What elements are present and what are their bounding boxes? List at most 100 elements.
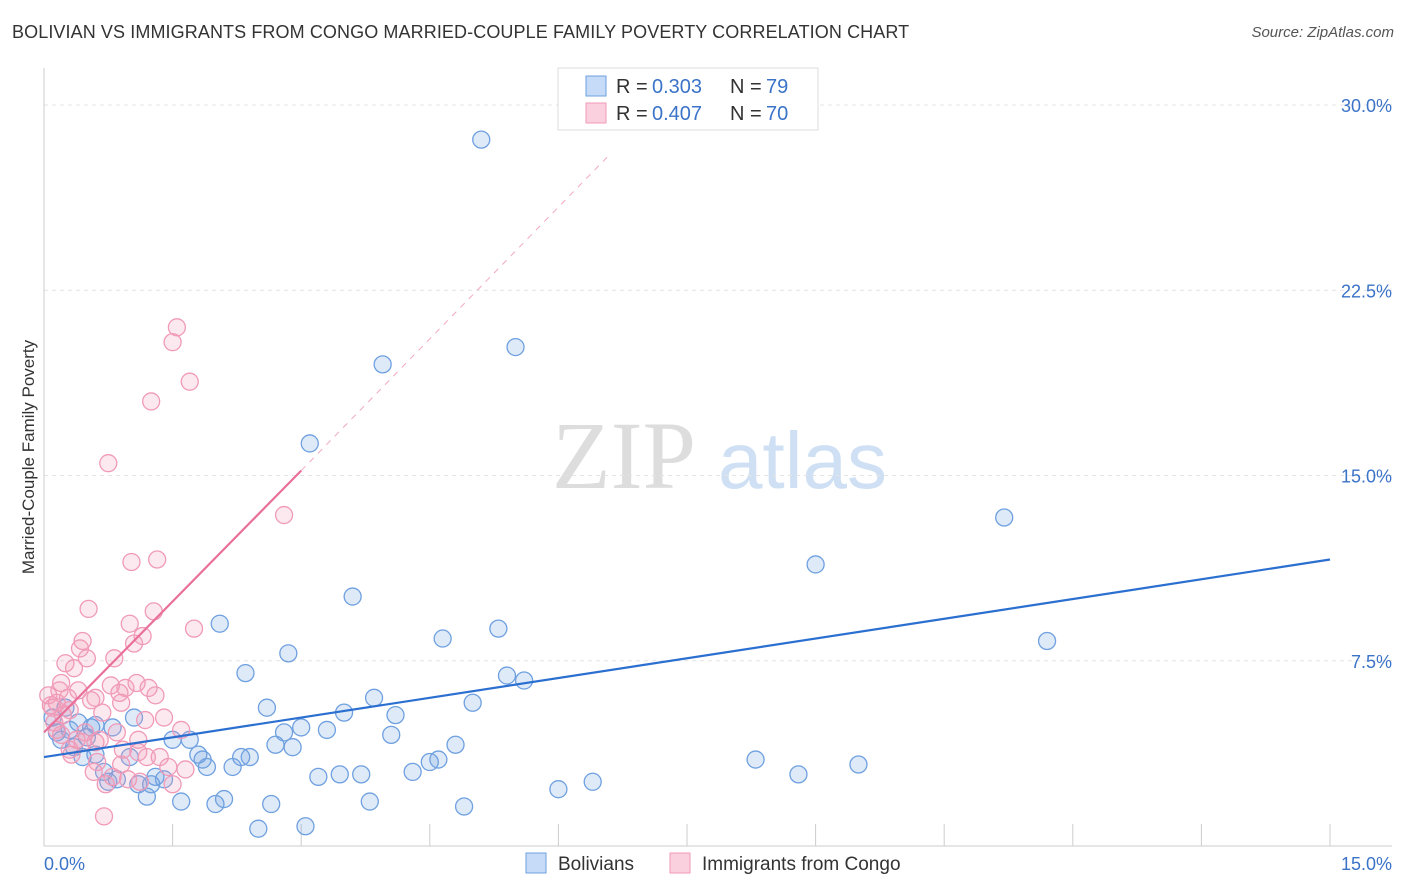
point-bolivians: [343, 587, 362, 606]
point-congo: [79, 599, 98, 619]
point-bolivians: [382, 725, 401, 745]
trend-lines: [43, 154, 1331, 759]
y-tick-label: 30.0%: [1341, 96, 1392, 116]
point-congo: [64, 659, 84, 678]
bottom-legend-swatch-bolivians: [525, 852, 547, 874]
point-bolivians: [309, 767, 328, 786]
point-bolivians: [197, 757, 217, 777]
point-bolivians: [849, 755, 868, 774]
point-bolivians: [806, 555, 825, 574]
point-bolivians: [206, 794, 225, 814]
point-congo: [73, 631, 92, 651]
chart-title: BOLIVIAN VS IMMIGRANTS FROM CONGO MARRIE…: [12, 22, 910, 42]
point-congo: [154, 708, 174, 727]
point-congo: [142, 392, 161, 411]
point-bolivians: [317, 720, 337, 740]
point-bolivians: [249, 819, 268, 838]
point-congo: [105, 649, 124, 668]
point-congo: [129, 742, 148, 762]
point-congo: [84, 762, 103, 782]
legend-n-label-2: N =: [730, 103, 767, 125]
point-bolivians: [240, 747, 259, 767]
point-congo: [120, 614, 139, 633]
y-tick-labels: 7.5% 15.0% 22.5% 30.0%: [1341, 96, 1392, 672]
point-congo: [107, 723, 127, 742]
point-congo: [56, 654, 75, 673]
point-bolivians: [292, 718, 311, 737]
bottom-legend-label-bolivians: Bolivians: [558, 854, 634, 875]
point-bolivians: [210, 614, 229, 633]
point-bolivians: [283, 738, 302, 757]
y-tick-label: 7.5%: [1351, 652, 1392, 672]
legend-r-value-1: 0.303: [652, 76, 702, 98]
legend-swatch-congo: [585, 102, 607, 124]
point-congo: [122, 552, 141, 572]
point-congo: [144, 602, 163, 621]
point-congo: [86, 688, 105, 707]
x-tick-label-min: 0.0%: [44, 854, 85, 874]
trendline-congo: [43, 469, 302, 734]
point-bolivians: [360, 792, 379, 811]
point-bolivians: [214, 789, 234, 809]
legend: R = 0.303 N = 79 R = 0.407 N = 70: [557, 67, 819, 131]
point-congo: [139, 678, 158, 698]
point-congo: [176, 760, 195, 779]
point-congo: [41, 696, 61, 715]
point-bolivians: [454, 797, 474, 816]
point-bolivians: [995, 508, 1014, 527]
point-congo: [133, 626, 152, 646]
point-congo: [159, 757, 178, 777]
trendline-bolivians: [43, 558, 1331, 759]
trendline-congo-extension: [300, 154, 611, 471]
point-congo: [112, 755, 131, 774]
point-bolivians: [373, 355, 392, 374]
point-bolivians: [364, 688, 384, 707]
point-congo: [112, 693, 131, 712]
bottom-legend-label-congo: Immigrants from Congo: [702, 854, 901, 875]
source-label: Source: ZipAtlas.com: [1251, 24, 1394, 41]
point-bolivians: [583, 772, 602, 791]
point-congo: [70, 639, 90, 658]
x-ticks: [172, 824, 1331, 846]
bottom-legend-swatch-congo: [669, 852, 691, 874]
point-congo: [94, 807, 114, 826]
legend-r-value-2: 0.407: [652, 103, 702, 125]
point-bolivians: [262, 794, 281, 814]
point-bolivians: [463, 693, 482, 712]
legend-swatch-bolivians: [585, 75, 607, 97]
gridlines: [44, 104, 1392, 662]
point-bolivians: [472, 130, 491, 149]
point-bolivians: [497, 666, 517, 685]
point-bolivians: [274, 723, 294, 742]
point-bolivians: [514, 671, 534, 690]
point-congo: [90, 730, 109, 749]
point-congo: [184, 619, 204, 638]
point-bolivians: [386, 705, 405, 725]
legend-n-value-1: 79: [766, 76, 788, 98]
point-congo: [116, 678, 135, 698]
point-congo: [51, 673, 71, 693]
point-bolivians: [746, 750, 765, 769]
point-bolivians: [1037, 631, 1057, 651]
point-bolivians: [352, 765, 371, 784]
point-congo: [47, 720, 67, 740]
y-tick-label: 15.0%: [1341, 467, 1392, 487]
watermark-atlas: atlas: [718, 416, 887, 505]
point-congo: [137, 747, 157, 767]
point-congo: [148, 550, 167, 569]
point-congo: [163, 775, 182, 794]
point-congo: [130, 772, 150, 791]
point-congo: [88, 752, 107, 772]
point-congo: [274, 505, 294, 525]
point-bolivians: [433, 629, 452, 648]
point-congo: [127, 673, 146, 693]
point-bolivians: [506, 337, 525, 357]
x-tick-label-max: 15.0%: [1341, 854, 1392, 874]
point-bolivians: [489, 619, 508, 638]
y-tick-label: 22.5%: [1341, 281, 1392, 301]
data-points: [39, 130, 1057, 838]
point-congo: [93, 703, 112, 722]
point-bolivians: [789, 765, 808, 784]
point-bolivians: [296, 817, 315, 836]
